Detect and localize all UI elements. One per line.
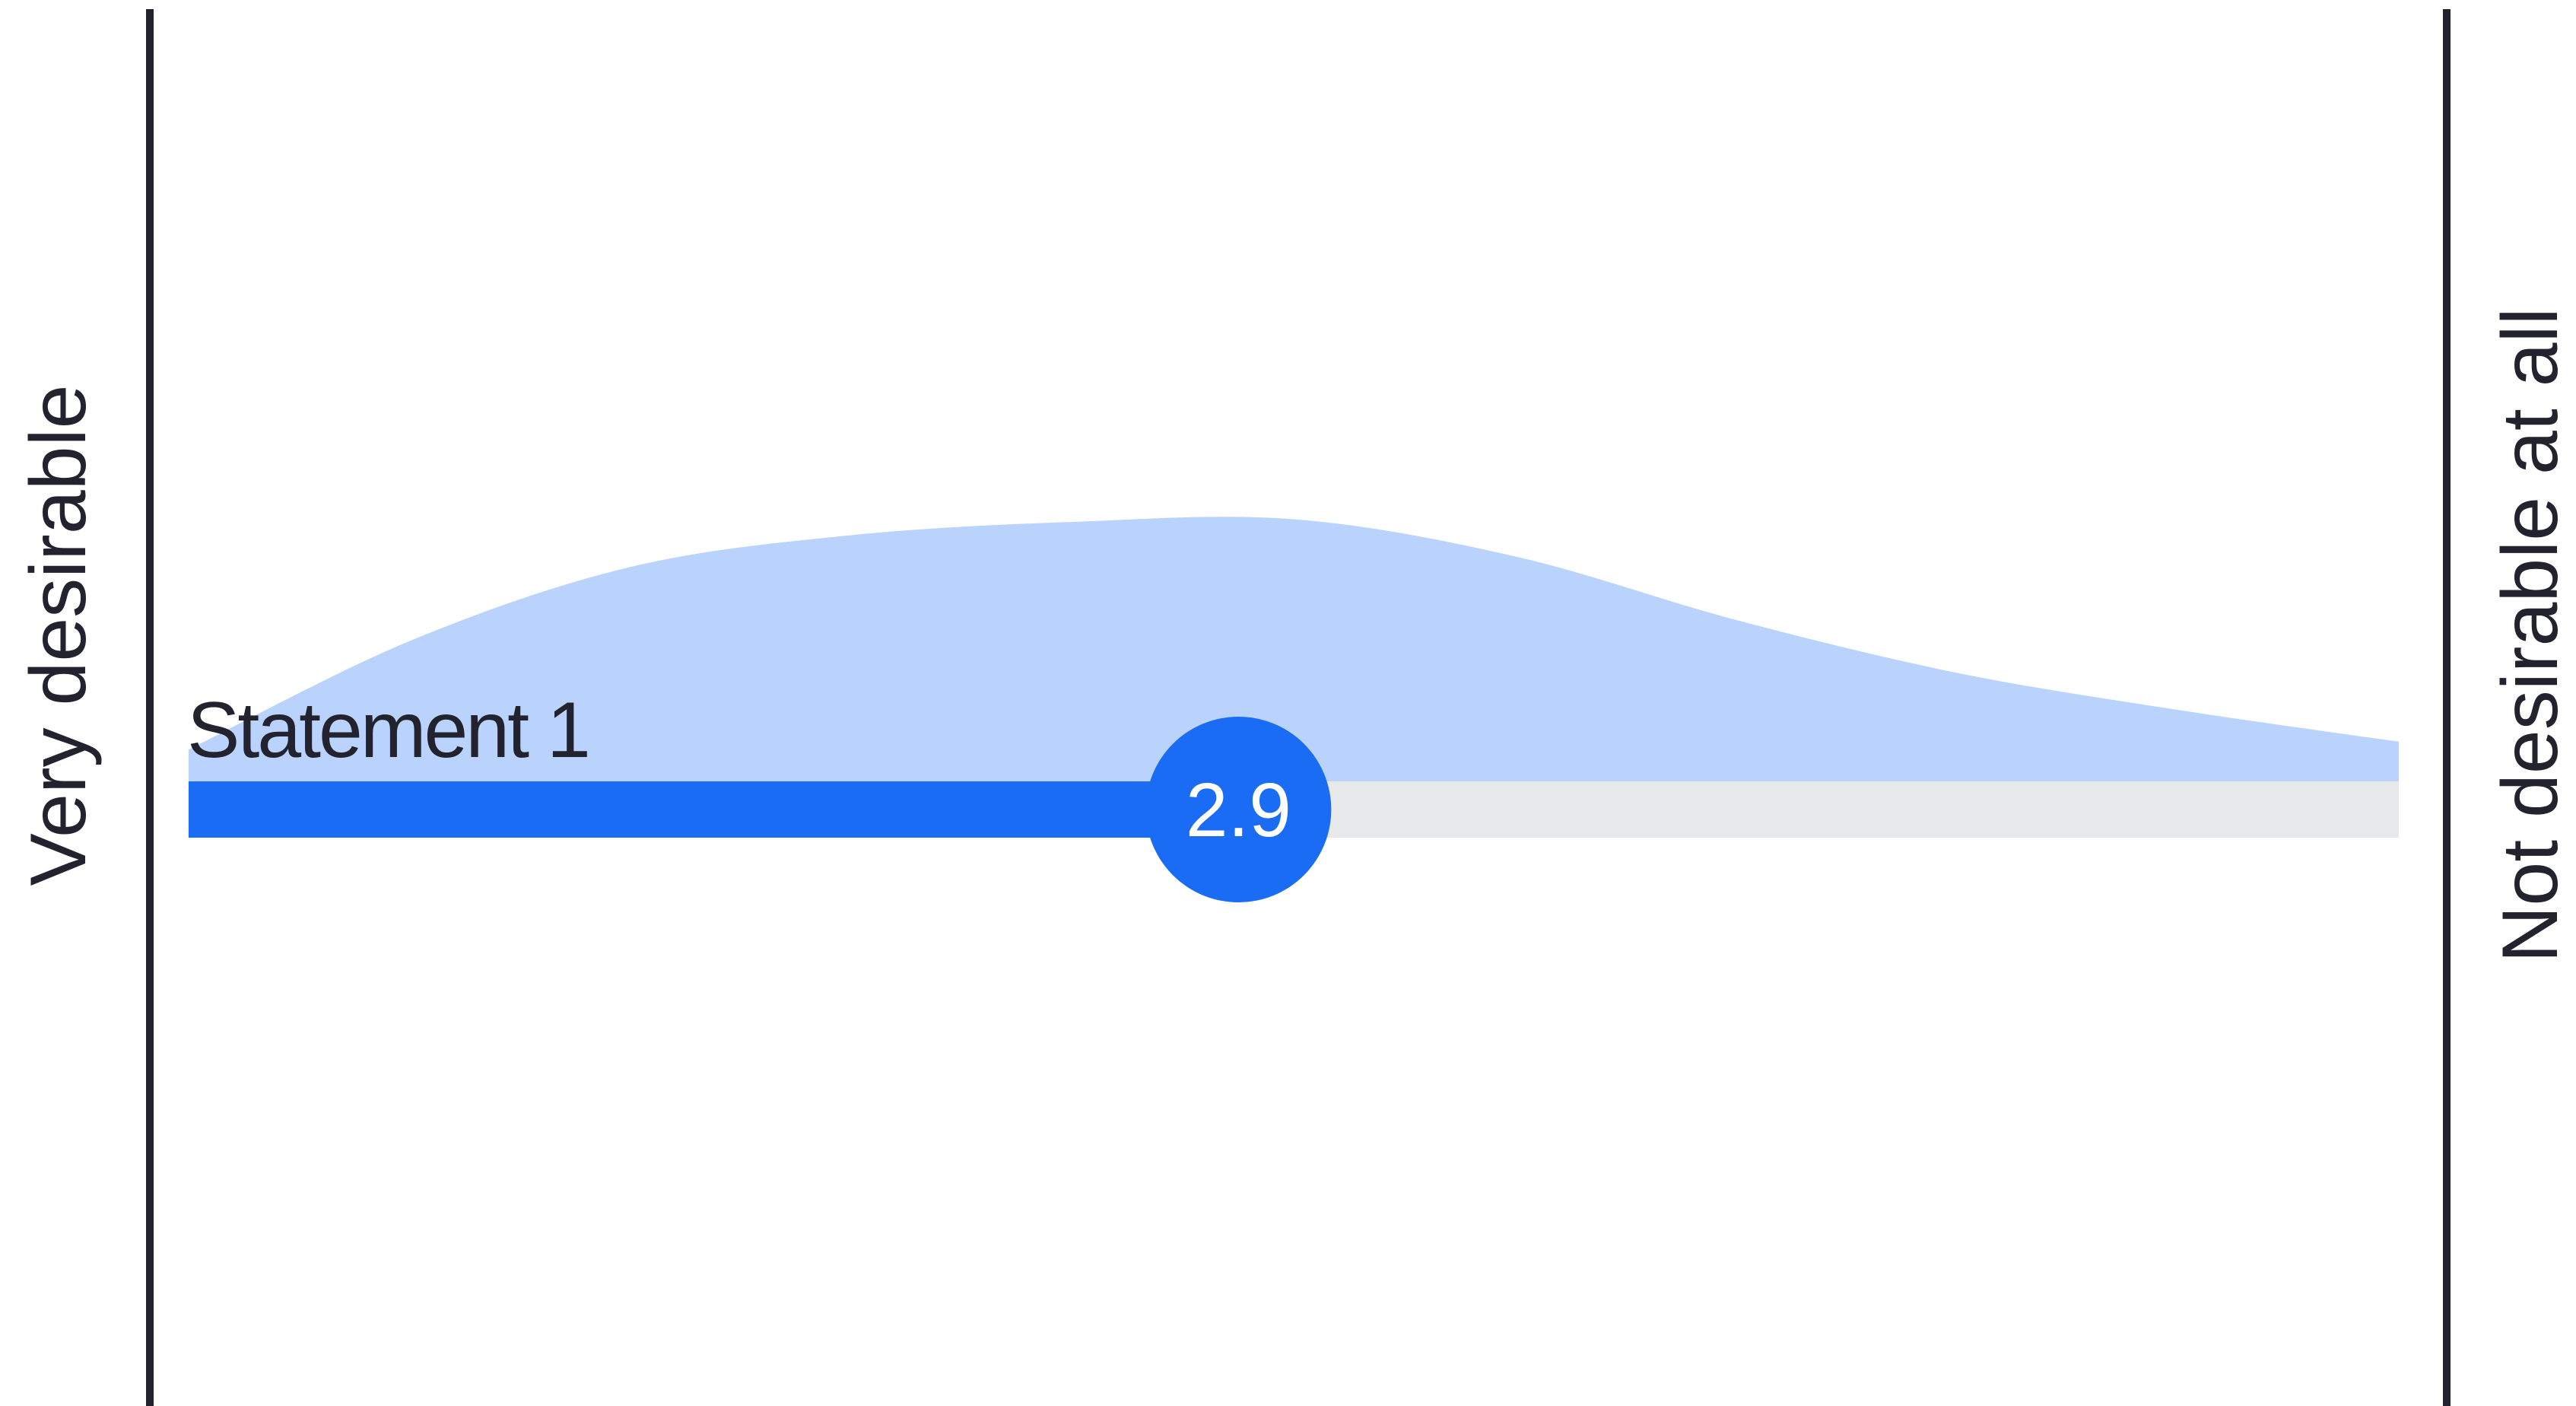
response-distribution-area bbox=[189, 517, 2399, 781]
left-anchor-label: Very desirable bbox=[14, 384, 103, 886]
right-anchor-label: Not desirable at all bbox=[2486, 307, 2574, 962]
average-value-label: 2.9 bbox=[1186, 768, 1291, 853]
statement-label: Statement 1 bbox=[187, 686, 589, 775]
average-value-bar bbox=[189, 781, 1239, 838]
average-value-marker bbox=[1145, 717, 1332, 902]
